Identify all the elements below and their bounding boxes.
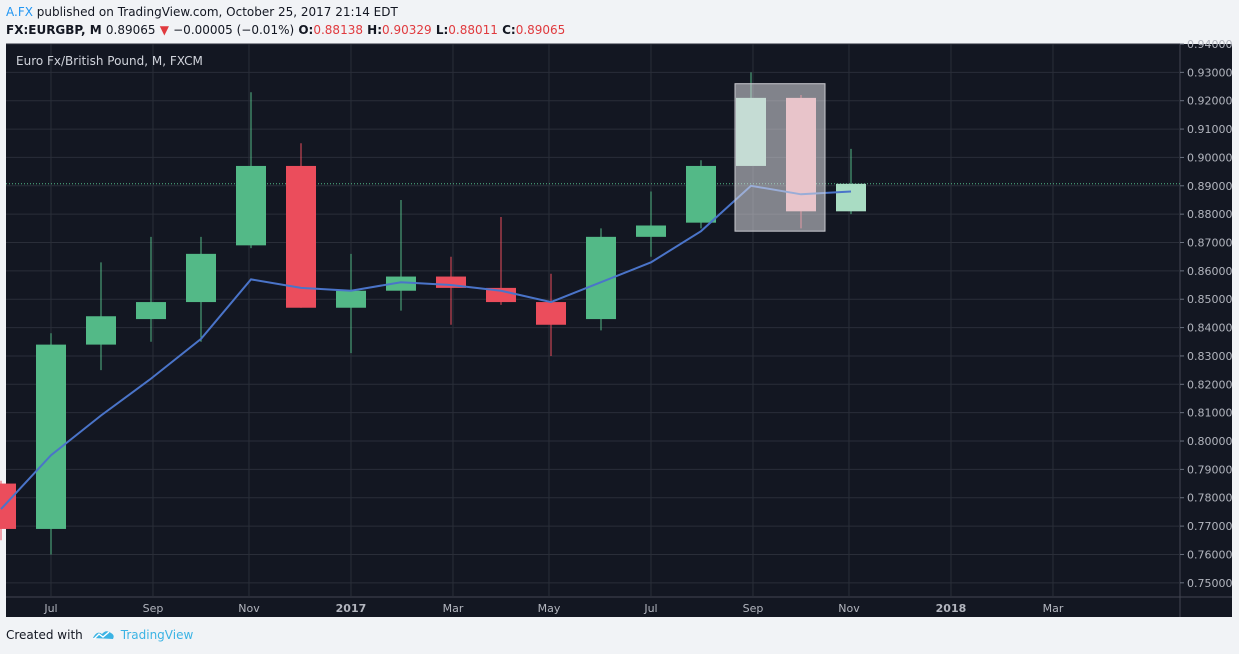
author-link[interactable]: A.FX (6, 5, 33, 19)
y-tick-label: 0.75000 (1187, 577, 1233, 590)
chart-title: Euro Fx/British Pound, M, FXCM (16, 54, 203, 68)
candle-body-2017-10[interactable] (836, 183, 866, 212)
y-tick-label: 0.80000 (1187, 435, 1233, 448)
candle-body-2016-05[interactable] (0, 483, 16, 529)
y-tick-label: 0.89000 (1187, 180, 1233, 193)
tradingview-brand-link[interactable]: TradingView (120, 628, 194, 642)
published-text: published on TradingView.com, October 25… (32, 5, 398, 19)
candle-body-2017-04[interactable] (536, 302, 566, 325)
close-label: C: (502, 23, 516, 37)
candle-body-2017-07[interactable] (686, 165, 716, 223)
last-price: 0.89065 (105, 23, 156, 37)
x-tick-label: Jul (43, 602, 57, 615)
y-tick-label: 0.93000 (1187, 66, 1233, 79)
y-tick-label: 0.84000 (1187, 322, 1233, 335)
open-value: 0.88138 (313, 23, 363, 37)
high-label: H: (367, 23, 382, 37)
down-arrow-icon: ▼ (159, 23, 169, 37)
y-tick-label: 0.90000 (1187, 151, 1233, 164)
x-tick-label: 2017 (336, 602, 367, 615)
x-tick-label: Mar (443, 602, 464, 615)
symbol-label: FX:EURGBP, M (6, 23, 102, 37)
candle-body-2016-11[interactable] (286, 165, 316, 308)
x-tick-label: Jul (643, 602, 657, 615)
close-value: 0.89065 (515, 23, 566, 37)
y-tick-label: 0.94000 (1187, 38, 1233, 51)
y-tick-label: 0.85000 (1187, 293, 1233, 306)
y-tick-label: 0.77000 (1187, 520, 1233, 533)
x-tick-label: May (538, 602, 561, 615)
low-label: L: (435, 23, 449, 37)
y-tick-label: 0.86000 (1187, 265, 1233, 278)
plot-area[interactable] (6, 44, 1180, 597)
moving-average-line (0, 184, 852, 510)
price-axis[interactable] (1180, 44, 1232, 597)
y-tick-label: 0.76000 (1187, 548, 1233, 561)
candle-body-2016-09[interactable] (186, 253, 216, 303)
open-label: O: (298, 23, 314, 37)
y-tick-label: 0.92000 (1187, 95, 1233, 108)
candle-body-2016-07[interactable] (86, 316, 116, 345)
x-tick-label: Nov (238, 602, 260, 615)
y-tick-label: 0.82000 (1187, 378, 1233, 391)
candle-body-2016-06[interactable] (36, 344, 66, 529)
high-value: 0.90329 (382, 23, 432, 37)
header-row-quote: FX:EURGBP, M 0.89065 ▼ −0.00005 (−0.01%)… (6, 21, 565, 39)
y-tick-label: 0.81000 (1187, 407, 1233, 420)
x-tick-label: Mar (1043, 602, 1064, 615)
candle-body-2017-06[interactable] (636, 225, 666, 237)
y-tick-label: 0.78000 (1187, 492, 1233, 505)
candle-body-2016-08[interactable] (136, 302, 166, 320)
candle-body-2016-10[interactable] (236, 165, 266, 246)
candle-body-2016-12[interactable] (336, 290, 366, 308)
x-tick-label: 2018 (936, 602, 967, 615)
candle-body-2017-01[interactable] (386, 276, 416, 291)
y-tick-label: 0.91000 (1187, 123, 1233, 136)
y-tick-label: 0.87000 (1187, 237, 1233, 250)
header-row-publish: A.FX published on TradingView.com, Octob… (6, 3, 565, 21)
y-tick-label: 0.88000 (1187, 208, 1233, 221)
highlight-rectangle[interactable] (734, 83, 826, 232)
y-tick-label: 0.79000 (1187, 463, 1233, 476)
candle-body-2017-02[interactable] (436, 276, 466, 288)
tradingview-logo-icon (92, 631, 114, 640)
chart-header: A.FX published on TradingView.com, Octob… (6, 3, 565, 39)
time-axis[interactable] (6, 597, 1232, 617)
x-tick-label: Sep (143, 602, 164, 615)
x-tick-label: Nov (838, 602, 860, 615)
low-value: 0.88011 (448, 23, 498, 37)
price-change: −0.00005 (−0.01%) (173, 23, 295, 37)
x-tick-label: Sep (743, 602, 764, 615)
footer: Created with TradingView (6, 628, 193, 642)
y-tick-label: 0.83000 (1187, 350, 1233, 363)
created-with-label: Created with (6, 628, 83, 642)
